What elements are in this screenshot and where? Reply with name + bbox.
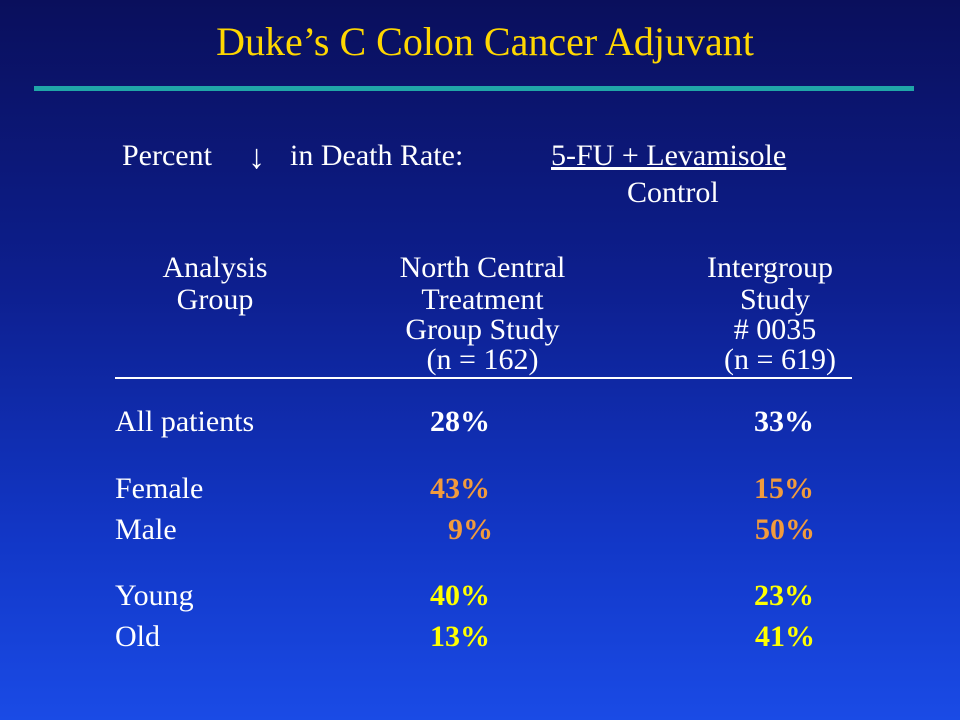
header-col2-line4: (n = 162) <box>426 343 539 376</box>
row-label-all: All patients <box>115 405 255 438</box>
header-col1-line2: Group <box>176 283 254 316</box>
row-value-male-intergroup: 50% <box>755 513 815 546</box>
row-value-all-ncctg: 28% <box>430 405 490 438</box>
row-label-male: Male <box>115 513 177 546</box>
slide-title: Duke’s C Colon Cancer Adjuvant <box>216 19 754 64</box>
row-value-young-intergroup: 23% <box>754 579 814 612</box>
down-arrow-icon: ↓ <box>248 139 265 176</box>
row-value-old-intergroup: 41% <box>755 620 815 653</box>
ratio-numerator: 5-FU + Levamisole <box>551 139 787 172</box>
row-value-male-ncctg: 9% <box>448 513 493 546</box>
header-col3-line3: # 0035 <box>733 313 817 346</box>
row-value-female-intergroup: 15% <box>754 472 814 505</box>
header-col2-line1: North Central <box>399 251 566 284</box>
header-col2-line3: Group Study <box>405 313 560 346</box>
row-label-young: Young <box>115 579 194 612</box>
title-divider <box>34 86 914 91</box>
header-col3-line2: Study <box>739 283 811 316</box>
row-value-female-ncctg: 43% <box>430 472 490 505</box>
subtitle-middle: in Death Rate: <box>290 139 464 172</box>
header-underline <box>115 377 852 379</box>
subtitle-prefix: Percent <box>122 139 212 172</box>
header-col3-line1: Intergroup <box>706 251 834 284</box>
header-col1-line1: Analysis <box>162 251 268 284</box>
ratio-denominator: Control <box>627 176 719 209</box>
header-col3-line4: (n = 619) <box>724 343 836 376</box>
row-label-female: Female <box>115 472 204 505</box>
header-col2-line2: Treatment <box>421 283 544 316</box>
row-value-all-intergroup: 33% <box>754 405 814 438</box>
row-value-old-ncctg: 13% <box>430 620 490 653</box>
row-label-old: Old <box>115 620 160 653</box>
row-value-young-ncctg: 40% <box>430 579 490 612</box>
